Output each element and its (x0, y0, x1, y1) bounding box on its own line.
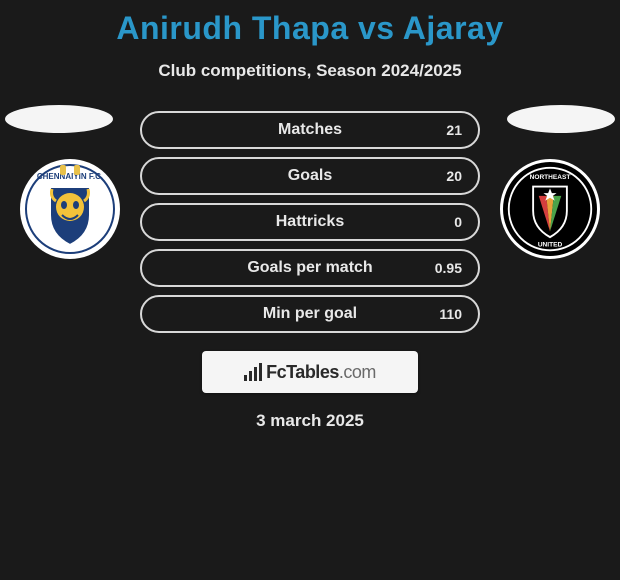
stat-pill-list: Matches 21 Goals 20 Hattricks 0 Goals pe… (140, 111, 480, 333)
northeast-united-crest-icon: NORTHEAST UNITED (505, 164, 595, 254)
stat-label: Goals per match (247, 259, 372, 277)
stat-row-goals-per-match: Goals per match 0.95 (140, 249, 480, 287)
club-badge-left: CHENNAIYIN F.C. (20, 159, 120, 259)
brand-name: FcTables.com (266, 362, 376, 383)
bar-chart-icon (244, 363, 262, 381)
svg-text:NORTHEAST: NORTHEAST (530, 174, 571, 181)
chennaiyin-crest-icon: CHENNAIYIN F.C. (22, 161, 118, 257)
brand-badge: FcTables.com (202, 351, 418, 393)
player-avatar-right (507, 105, 615, 133)
stat-value: 0 (454, 214, 462, 230)
stat-row-hattricks: Hattricks 0 (140, 203, 480, 241)
stat-row-min-per-goal: Min per goal 110 (140, 295, 480, 333)
svg-text:UNITED: UNITED (538, 242, 563, 249)
stat-row-matches: Matches 21 (140, 111, 480, 149)
stat-label: Goals (288, 167, 332, 185)
stat-value: 0.95 (435, 260, 462, 276)
club-badge-right: NORTHEAST UNITED (500, 159, 600, 259)
stat-label: Hattricks (276, 213, 344, 231)
stat-value: 20 (446, 168, 462, 184)
stat-row-goals: Goals 20 (140, 157, 480, 195)
report-date: 3 march 2025 (0, 411, 620, 431)
stat-label: Min per goal (263, 305, 357, 323)
subtitle: Club competitions, Season 2024/2025 (0, 61, 620, 81)
stat-value: 110 (439, 306, 462, 322)
stats-area: CHENNAIYIN F.C. NORTHEAST UNITED (0, 111, 620, 431)
stat-label: Matches (278, 121, 342, 139)
stat-value: 21 (446, 122, 462, 138)
page-title: Anirudh Thapa vs Ajaray (0, 0, 620, 47)
svg-text:CHENNAIYIN F.C.: CHENNAIYIN F.C. (37, 172, 103, 181)
player-avatar-left (5, 105, 113, 133)
